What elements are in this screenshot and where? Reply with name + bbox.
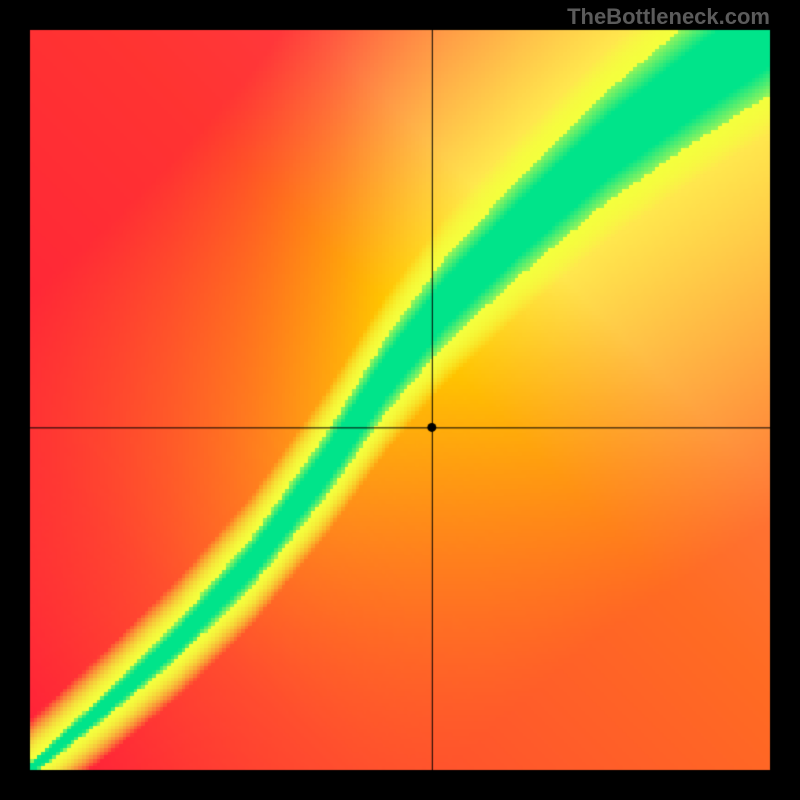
chart-container: TheBottleneck.com [0, 0, 800, 800]
watermark-label: TheBottleneck.com [567, 4, 770, 30]
bottleneck-heatmap [0, 0, 800, 800]
